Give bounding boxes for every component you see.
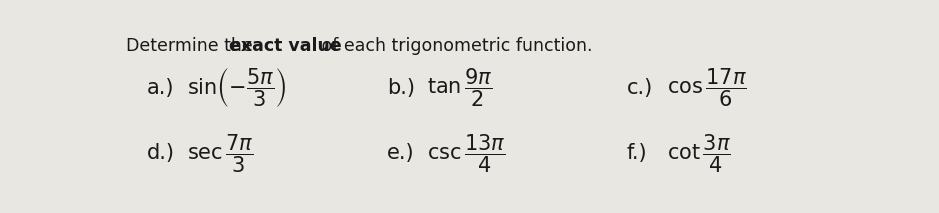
- Text: a.): a.): [146, 78, 174, 98]
- Text: $\cos\dfrac{17\pi}{6}$: $\cos\dfrac{17\pi}{6}$: [667, 67, 747, 109]
- Text: f.): f.): [627, 144, 647, 164]
- Text: d.): d.): [146, 144, 175, 164]
- Text: b.): b.): [387, 78, 415, 98]
- Text: Determine the: Determine the: [126, 37, 258, 55]
- Text: e.): e.): [387, 144, 414, 164]
- Text: exact value: exact value: [228, 37, 342, 55]
- Text: c.): c.): [627, 78, 653, 98]
- Text: $\sec\dfrac{7\pi}{3}$: $\sec\dfrac{7\pi}{3}$: [187, 132, 254, 175]
- Text: of each trigonometric function.: of each trigonometric function.: [316, 37, 593, 55]
- Text: $\sin\!\left(-\dfrac{5\pi}{3}\right)$: $\sin\!\left(-\dfrac{5\pi}{3}\right)$: [187, 66, 286, 109]
- Text: $\csc\dfrac{13\pi}{4}$: $\csc\dfrac{13\pi}{4}$: [426, 132, 505, 175]
- Text: $\tan\dfrac{9\pi}{2}$: $\tan\dfrac{9\pi}{2}$: [426, 67, 492, 109]
- Text: $\cot\dfrac{3\pi}{4}$: $\cot\dfrac{3\pi}{4}$: [667, 132, 731, 175]
